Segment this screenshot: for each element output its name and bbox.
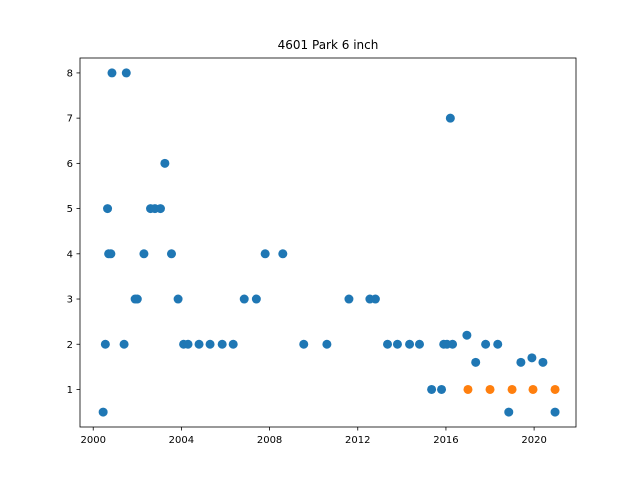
data-point-series-2: [528, 384, 538, 394]
data-point-series-2: [485, 384, 495, 394]
data-point-series-1: [504, 407, 514, 417]
data-point-series-1: [119, 339, 129, 349]
x-tick-label: 2012: [345, 435, 370, 446]
x-tick-label: 2016: [433, 435, 458, 446]
data-point-series-2: [550, 384, 560, 394]
data-point-series-1: [392, 339, 402, 349]
data-point-series-1: [527, 353, 537, 363]
data-point-series-1: [445, 113, 455, 123]
x-tick-label: 2004: [169, 435, 194, 446]
plot-frame: [79, 57, 577, 428]
y-tick-label: 2: [67, 340, 73, 351]
data-point-series-1: [251, 294, 261, 304]
data-point-series-1: [217, 339, 227, 349]
data-point-series-1: [106, 249, 116, 259]
data-point-series-1: [160, 158, 170, 168]
data-point-series-1: [278, 249, 288, 259]
data-point-series-1: [107, 68, 117, 78]
data-point-series-1: [481, 339, 491, 349]
y-tick-label: 5: [67, 204, 73, 215]
data-point-series-1: [538, 357, 548, 367]
y-tick-label: 7: [67, 114, 73, 125]
data-point-series-1: [383, 339, 393, 349]
y-tick-label: 4: [67, 249, 73, 260]
data-point-series-1: [155, 204, 165, 214]
data-point-series-1: [100, 339, 110, 349]
x-tick-label: 2000: [81, 435, 106, 446]
y-tick-label: 3: [67, 295, 73, 306]
points-layer: [98, 68, 560, 417]
data-point-series-1: [205, 339, 215, 349]
data-point-series-1: [166, 249, 176, 259]
chart-title: 4601 Park 6 inch: [278, 38, 379, 52]
data-point-series-2: [463, 384, 473, 394]
data-point-series-1: [139, 249, 149, 259]
data-point-series-1: [239, 294, 249, 304]
data-point-series-1: [405, 339, 415, 349]
x-tick-label: 2008: [257, 435, 282, 446]
data-point-series-1: [98, 407, 108, 417]
x-tick-label: 2020: [521, 435, 546, 446]
data-point-series-1: [437, 384, 447, 394]
data-point-series-1: [462, 330, 472, 340]
data-point-series-1: [260, 249, 270, 259]
data-point-series-1: [448, 339, 458, 349]
data-point-series-1: [471, 357, 481, 367]
y-tick-label: 8: [67, 69, 73, 80]
data-point-series-1: [121, 68, 131, 78]
data-point-series-1: [370, 294, 380, 304]
y-tick-label: 6: [67, 159, 73, 170]
data-point-series-1: [183, 339, 193, 349]
data-point-series-1: [103, 204, 113, 214]
data-point-series-1: [299, 339, 309, 349]
data-point-series-1: [173, 294, 183, 304]
data-point-series-1: [493, 339, 503, 349]
data-point-series-1: [322, 339, 332, 349]
data-point-series-1: [516, 357, 526, 367]
y-tick-label: 1: [67, 385, 73, 396]
data-point-series-1: [194, 339, 204, 349]
data-point-series-1: [550, 407, 560, 417]
data-point-series-2: [507, 384, 517, 394]
data-point-series-1: [414, 339, 424, 349]
data-point-series-1: [228, 339, 238, 349]
data-point-series-1: [132, 294, 142, 304]
data-point-series-1: [427, 384, 437, 394]
data-point-series-1: [344, 294, 354, 304]
ticks-layer: 2000 2004 2008 2012 2016 2020 1 2 3 4 5 6 7 8: [67, 69, 547, 446]
